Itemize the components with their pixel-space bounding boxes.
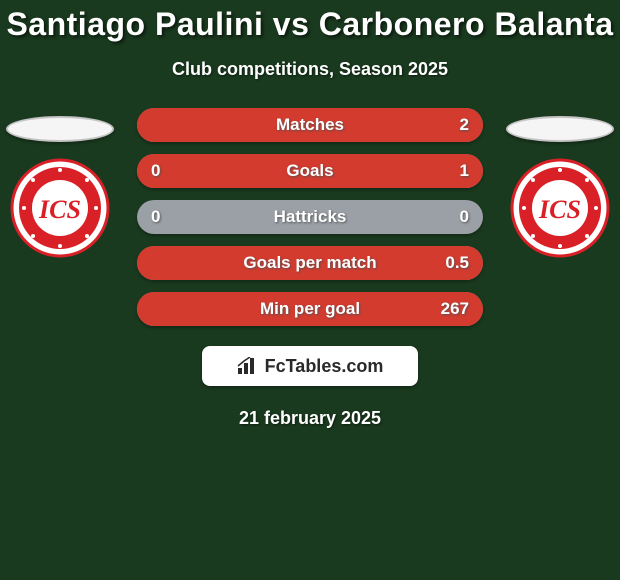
stat-bar: Min per goal267 [137,292,483,326]
stat-value-right: 2 [460,108,469,142]
stat-value-right: 1 [460,154,469,188]
comparison-subtitle: Club competitions, Season 2025 [0,59,620,80]
stat-label: Hattricks [137,200,483,234]
stat-value-right: 0 [460,200,469,234]
stat-bar: 0Hattricks0 [137,200,483,234]
stat-bar: Matches2 [137,108,483,142]
svg-text:ICS: ICS [538,195,581,224]
stat-label: Goals [137,154,483,188]
club-logo-left: ICS [10,158,110,258]
player-right-placeholder [506,116,614,142]
stat-label: Matches [137,108,483,142]
stat-label: Min per goal [137,292,483,326]
stat-bar: Goals per match0.5 [137,246,483,280]
stats-bars: Matches20Goals10Hattricks0Goals per matc… [137,108,483,326]
stat-value-right: 0.5 [445,246,469,280]
snapshot-date: 21 february 2025 [0,408,620,429]
bar-chart-icon [237,357,259,375]
comparison-title: Santiago Paulini vs Carbonero Balanta [0,0,620,43]
brand-text: FcTables.com [265,356,384,377]
player-left-decor: ICS [6,116,114,258]
player-right-decor: ICS [506,116,614,258]
comparison-content: ICS ICS Matches2 0Goals1 0Hattricks0 Goals [0,108,620,429]
brand-attribution: FcTables.com [202,346,418,386]
club-logo-right: ICS [510,158,610,258]
stat-bar: 0Goals1 [137,154,483,188]
stat-label: Goals per match [137,246,483,280]
svg-text:ICS: ICS [38,195,81,224]
player-left-placeholder [6,116,114,142]
stat-value-right: 267 [441,292,469,326]
